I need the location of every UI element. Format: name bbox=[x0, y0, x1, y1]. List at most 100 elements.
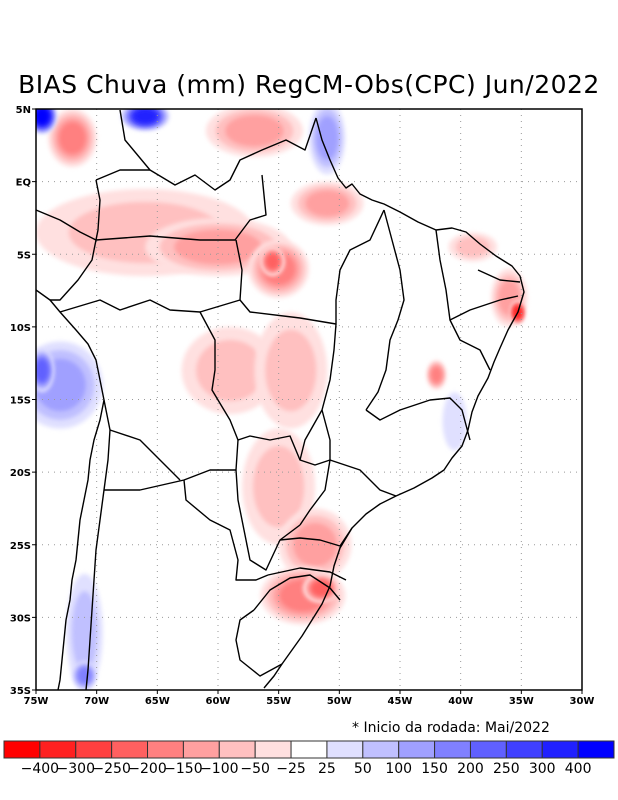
border-parana-sc bbox=[279, 527, 353, 547]
run-start-note: * Inicio da rodada: Mai/2022 bbox=[352, 720, 550, 736]
x-tick-label: 55W bbox=[266, 696, 291, 707]
colorbar-swatch bbox=[182, 740, 220, 759]
border-ms bbox=[235, 439, 301, 571]
bias-region-north-coast-dry-bias bbox=[305, 190, 350, 217]
x-tick-label: 35W bbox=[509, 696, 534, 707]
y-tick-label: 30S bbox=[10, 613, 31, 624]
border-mg-go bbox=[321, 409, 331, 460]
colorbar-label: 200 bbox=[457, 761, 484, 777]
bias-region-venezuela-wet-bias bbox=[133, 109, 157, 124]
bias-region-ceara-dry-bias bbox=[455, 236, 490, 258]
bias-region-colombia-dry-bias bbox=[59, 122, 86, 155]
bias-region-bahia-dry-spot bbox=[431, 366, 442, 383]
colorbar-swatch bbox=[290, 740, 328, 759]
bias-region-mato-grosso-dry-bias bbox=[196, 339, 265, 401]
colorbar-swatch bbox=[398, 740, 436, 759]
colorbar-swatch bbox=[75, 740, 113, 759]
colorbar-label: −25 bbox=[276, 761, 306, 777]
x-tick-label: 75W bbox=[24, 696, 49, 707]
border-uruguay-argentina bbox=[235, 609, 283, 677]
colorbar-label: −200 bbox=[128, 761, 166, 777]
colorbar-label: −400 bbox=[21, 761, 59, 777]
border-colombia-peru bbox=[36, 209, 97, 241]
border-ne-states-3 bbox=[449, 295, 519, 321]
border-amazon-states bbox=[95, 174, 267, 241]
y-axis-ticks: 5N EQ 5S 10S 15S 20S 25S 30S 35S bbox=[10, 105, 36, 697]
border-ne-states-1 bbox=[365, 209, 405, 411]
coastline-atlantic bbox=[263, 117, 525, 689]
x-tick-label: 60W bbox=[206, 696, 231, 707]
colorbar-swatch bbox=[505, 740, 543, 759]
colorbar-swatch bbox=[326, 740, 364, 759]
border-guianas bbox=[119, 109, 317, 191]
border-bahia-mg bbox=[365, 397, 471, 441]
y-tick-label: EQ bbox=[16, 178, 31, 189]
border-ne-states-4 bbox=[477, 269, 521, 283]
colorbar-label: 100 bbox=[385, 761, 412, 777]
border-argentina bbox=[104, 429, 185, 491]
border-tocantins bbox=[299, 323, 337, 461]
border-central bbox=[199, 239, 243, 313]
border-brazil-west bbox=[50, 179, 101, 301]
colorbar-swatch bbox=[147, 740, 184, 759]
border-paraguay bbox=[183, 469, 269, 581]
colorbar-swatch bbox=[434, 740, 471, 759]
colorbar-label: 50 bbox=[354, 761, 372, 777]
colorbar-label: 150 bbox=[421, 761, 448, 777]
bias-region-chile-wet-bias-south bbox=[77, 667, 92, 684]
coastline-pacific bbox=[36, 289, 105, 690]
gridlines bbox=[36, 109, 582, 690]
colorbar-swatch bbox=[111, 740, 149, 759]
bias-region-amapa-wet-bias bbox=[316, 116, 339, 160]
border-para-mt bbox=[239, 209, 385, 325]
colorbar-label: 300 bbox=[529, 761, 556, 777]
bias-region-goias-dry-bias bbox=[265, 329, 317, 412]
colorbar-swatch bbox=[254, 740, 292, 759]
colorbar-swatch bbox=[362, 740, 400, 759]
bias-region-mato-grosso-sul-dry-bias bbox=[253, 445, 305, 528]
map-title: BIAS Chuva (mm) RegCM-Obs(CPC) Jun/2022 bbox=[18, 70, 600, 99]
y-tick-label: 15S bbox=[10, 396, 31, 407]
colorbar-label: 250 bbox=[493, 761, 520, 777]
colorbar-label: 400 bbox=[565, 761, 592, 777]
colorbar-swatch bbox=[218, 740, 256, 759]
y-tick-label: 10S bbox=[10, 323, 31, 334]
y-tick-label: 25S bbox=[10, 541, 31, 552]
x-tick-label: 40W bbox=[448, 696, 473, 707]
border-venezuela bbox=[95, 169, 150, 181]
colorbar-label: −150 bbox=[164, 761, 202, 777]
x-tick-label: 65W bbox=[145, 696, 170, 707]
bias-region-chile-wet-bias bbox=[71, 591, 98, 673]
colorbar-label: −250 bbox=[92, 761, 130, 777]
x-tick-label: 30W bbox=[570, 696, 595, 707]
colorbar: −400−300−250−200−150−100 −50 −25 25 50 100 150… bbox=[3, 740, 615, 777]
bias-region-nw-corner-wet-bias bbox=[36, 109, 49, 125]
x-tick-label: 50W bbox=[327, 696, 352, 707]
bias-region-peru-wet-bias-core bbox=[36, 359, 49, 382]
border-mg-sp bbox=[329, 459, 397, 497]
x-tick-label: 45W bbox=[388, 696, 413, 707]
y-tick-label: 5S bbox=[17, 250, 31, 261]
colorbar-swatch bbox=[541, 740, 579, 759]
colorbar-label: −100 bbox=[200, 761, 238, 777]
border-brazil-bolivia bbox=[59, 299, 331, 526]
bias-region-parana-dry-bias bbox=[293, 522, 337, 567]
y-tick-label: 20S bbox=[10, 468, 31, 479]
colorbar-swatch bbox=[3, 740, 41, 759]
colorbar-swatch bbox=[39, 740, 77, 759]
colorbar-label: 25 bbox=[318, 761, 336, 777]
bias-region-espirito-santo-wet-bias bbox=[442, 392, 467, 451]
border-andes bbox=[85, 399, 111, 690]
colorbar-label: −300 bbox=[57, 761, 95, 777]
colorbar-swatch bbox=[469, 740, 507, 759]
country-state-borders bbox=[36, 109, 525, 690]
bias-region-guianas-dry-bias bbox=[225, 115, 284, 147]
border-sc-rs bbox=[267, 567, 347, 581]
border-rs-uruguay bbox=[253, 574, 341, 611]
x-axis-ticks: 75W 70W 65W 60W 55W 50W 45W 40W 35W 30W bbox=[24, 690, 595, 707]
x-tick-label: 70W bbox=[84, 696, 109, 707]
y-tick-label: 35S bbox=[10, 686, 31, 697]
colorbar-swatch bbox=[577, 740, 615, 759]
bias-region-para-dry-bias-peak bbox=[266, 253, 279, 270]
